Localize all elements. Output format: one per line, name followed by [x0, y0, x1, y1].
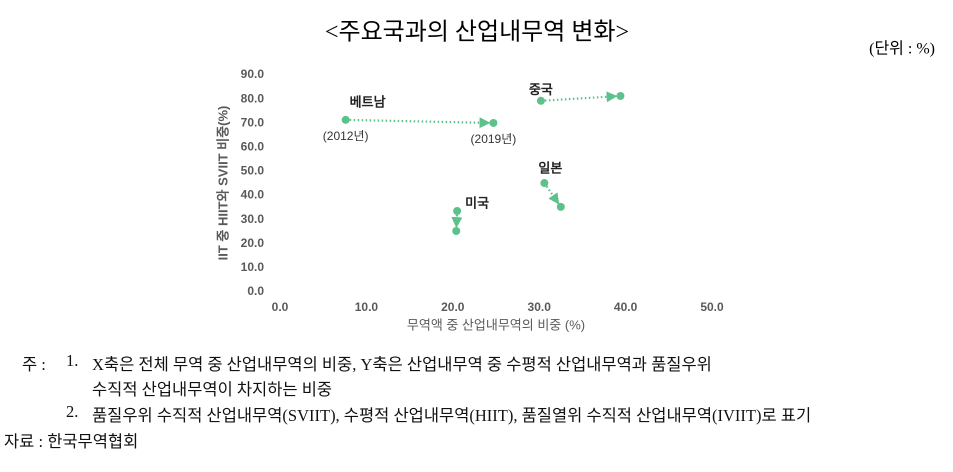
point	[540, 179, 549, 188]
y-tick-label: 80.0	[241, 91, 265, 105]
y-tick-label: 30.0	[241, 212, 265, 226]
point	[489, 118, 498, 127]
x-tick-label: 30.0	[528, 300, 552, 314]
note-text: X축은 전체 무역 중 산업내무역의 비중, Y축은 산업내무역 중 수평적 산…	[92, 355, 712, 374]
unit: (단위 : %)	[869, 40, 935, 58]
trend-arrow	[345, 117, 491, 129]
note-number: 2.	[66, 402, 79, 421]
x-tick-label: 10.0	[355, 300, 379, 314]
note-text: 수직적 산업내무역이 차지하는 비중	[92, 380, 333, 399]
source: 자료 : 한국무역협회	[4, 432, 139, 451]
y-tick-label: 0.0	[247, 284, 264, 298]
point	[616, 91, 625, 100]
chart-title: <주요국과의 산업내무역 변화>	[325, 19, 629, 46]
point	[452, 226, 461, 235]
country-label: 베트남	[350, 94, 386, 109]
point	[556, 202, 565, 211]
x-axis-label: 무역액 중 산업내무역의 비중 (%)	[407, 317, 585, 332]
trend-arrow	[451, 210, 463, 229]
trend-arrow	[540, 91, 618, 103]
x-tick-label: 0.0	[272, 300, 289, 314]
note-text: 품질우위 수직적 산업내무역(SVIIT), 수평적 산업내무역(HIIT), …	[92, 406, 812, 425]
year-annotation: (2019년)	[471, 132, 517, 146]
x-tick-label: 40.0	[614, 300, 638, 314]
x-tick-label: 20.0	[441, 300, 465, 314]
country-label: 미국	[465, 195, 489, 210]
point	[341, 115, 350, 124]
chart: <주요국과의 산업내무역 변화> (단위 : %) 무역액 중 산업내무역의 비…	[215, 19, 935, 333]
y-tick-label: 50.0	[241, 164, 265, 178]
y-axis-label: IIT 중 HIIT와 SVIIT 비중(%)	[215, 106, 230, 261]
y-tick-label: 90.0	[241, 67, 265, 81]
y-tick-label: 10.0	[241, 260, 265, 274]
y-tick-label: 70.0	[241, 115, 265, 129]
country-label: 중국	[529, 82, 553, 97]
point	[453, 206, 462, 215]
y-tick-label: 40.0	[241, 188, 265, 202]
year-annotation: (2012년)	[323, 129, 369, 143]
x-tick-label: 50.0	[700, 300, 724, 314]
y-tick-label: 20.0	[241, 236, 265, 250]
trend-arrow	[543, 182, 560, 205]
note-number: 1.	[66, 351, 79, 370]
y-tick-label: 60.0	[241, 140, 265, 154]
country-label: 일본	[538, 160, 562, 175]
point	[536, 96, 545, 105]
note-label: 주 :	[22, 355, 46, 374]
